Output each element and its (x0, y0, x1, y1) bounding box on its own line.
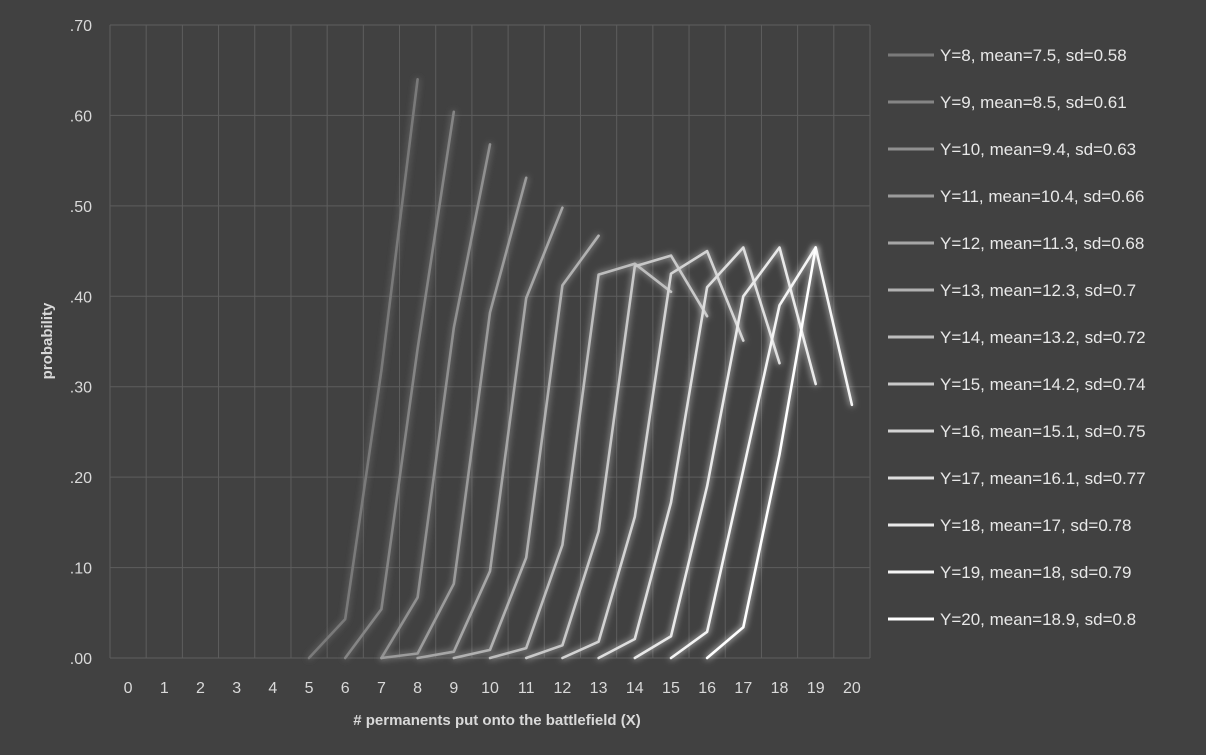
legend-entry-label: Y=10, mean=9.4, sd=0.63 (940, 140, 1136, 159)
series-line-19 (669, 246, 854, 660)
grid (109, 24, 871, 659)
y-axis-title: probability (39, 302, 56, 379)
x-tick-label: 10 (481, 680, 499, 697)
x-tick-label: 16 (698, 680, 716, 697)
legend-entry-label: Y=13, mean=12.3, sd=0.7 (940, 281, 1136, 300)
y-tick-label: .70 (70, 18, 92, 35)
series-line-8 (307, 78, 419, 660)
legend: Y=8, mean=7.5, sd=0.58 Y=9, mean=8.5, sd=… (888, 46, 1146, 629)
x-tick-label: 13 (590, 680, 608, 697)
x-tick-label: 17 (734, 680, 752, 697)
legend-entry-label: Y=8, mean=7.5, sd=0.58 (940, 46, 1127, 65)
legend-entry-label: Y=12, mean=11.3, sd=0.68 (940, 234, 1144, 253)
series-group (307, 78, 854, 660)
legend-entry-label: Y=11, mean=10.4, sd=0.66 (940, 187, 1144, 206)
legend-entry-label: Y=17, mean=16.1, sd=0.77 (940, 469, 1146, 488)
x-tick-label: 2 (196, 680, 205, 697)
legend-entry-label: Y=19, mean=18, sd=0.79 (940, 563, 1131, 582)
x-tick-label: 3 (232, 680, 241, 697)
x-tick-label: 4 (268, 680, 277, 697)
x-tick-label: 6 (341, 680, 350, 697)
x-tick-label: 20 (843, 680, 861, 697)
x-tick-label: 18 (771, 680, 789, 697)
y-tick-label: .30 (70, 380, 92, 397)
y-tick-label: .40 (70, 289, 92, 306)
series-line-16 (561, 249, 745, 660)
legend-entry-label: Y=18, mean=17, sd=0.78 (940, 516, 1131, 535)
x-tick-label: 15 (662, 680, 680, 697)
x-tick-label: 5 (305, 680, 314, 697)
tick-labels: .00.10.20.30.40.50.60.700 1 2 3 4 5 6 7 8 9 10 11 12… (70, 18, 861, 697)
x-tick-label: 12 (553, 680, 571, 697)
y-tick-label: .10 (70, 561, 92, 578)
series-line-13 (452, 234, 600, 660)
y-tick-label: .50 (70, 199, 92, 216)
series-line-9 (343, 110, 456, 660)
y-tick-label: .20 (70, 470, 92, 487)
legend-entry-label: Y=16, mean=15.1, sd=0.75 (940, 422, 1146, 441)
x-tick-label: 19 (807, 680, 825, 697)
series-line-12 (416, 206, 564, 660)
legend-entry-label: Y=9, mean=8.5, sd=0.61 (940, 93, 1127, 112)
y-tick-label: .00 (70, 651, 92, 668)
series-line-17 (597, 246, 781, 660)
series-line-14 (488, 262, 673, 660)
legend-entry-label: Y=14, mean=13.2, sd=0.72 (940, 328, 1146, 347)
legend-entry-label: Y=20, mean=18.9, sd=0.8 (940, 610, 1136, 629)
series-line-20 (705, 246, 818, 660)
series-line-15 (524, 254, 709, 660)
x-tick-label: 8 (413, 680, 422, 697)
legend-entry-label: Y=15, mean=14.2, sd=0.74 (940, 375, 1146, 394)
x-axis-title: # permanents put onto the battlefield (X… (353, 712, 641, 729)
y-tick-label: .60 (70, 108, 92, 125)
x-tick-label: 1 (160, 680, 169, 697)
x-tick-label: 9 (449, 680, 458, 697)
series-line-11 (380, 176, 528, 660)
x-tick-label: 0 (124, 680, 133, 697)
series-line-10 (380, 143, 492, 660)
series-line-18 (633, 246, 818, 660)
x-tick-label: 7 (377, 680, 386, 697)
x-tick-label: 14 (626, 680, 644, 697)
x-tick-label: 11 (518, 680, 535, 697)
